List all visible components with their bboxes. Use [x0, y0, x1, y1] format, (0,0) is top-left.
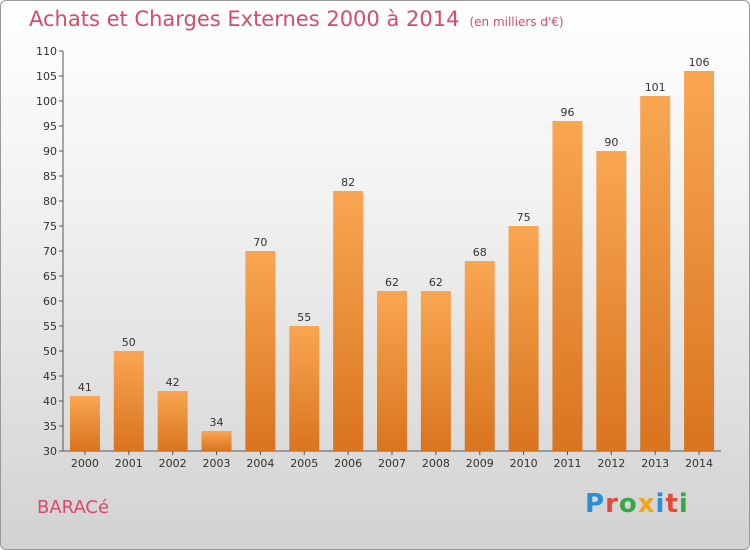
x-tick-label-2007: 2007	[378, 457, 406, 470]
data-label-2001: 50	[122, 336, 136, 349]
y-tick-label: 45	[43, 370, 57, 383]
x-tick-label-2008: 2008	[422, 457, 450, 470]
y-tick-label: 75	[43, 220, 57, 233]
bar-2005	[289, 326, 320, 451]
data-label-2011: 96	[560, 106, 574, 119]
bar-2013	[640, 96, 671, 451]
x-tick-label-2004: 2004	[246, 457, 274, 470]
bar-2007	[377, 291, 407, 451]
y-tick-label: 110	[36, 45, 57, 58]
bar-2003	[201, 431, 232, 451]
data-label-2004: 70	[253, 236, 267, 249]
x-tick-label-2003: 2003	[203, 457, 231, 470]
bar-2012	[596, 151, 627, 451]
bar-2002	[157, 391, 188, 451]
x-tick-label-2012: 2012	[597, 457, 625, 470]
bar-2011	[552, 121, 583, 451]
y-tick-label: 80	[43, 195, 57, 208]
data-label-2010: 75	[517, 211, 531, 224]
bar-2000	[69, 396, 100, 451]
y-tick-label: 35	[43, 420, 57, 433]
y-tick-label: 85	[43, 170, 57, 183]
y-tick-label: 70	[43, 245, 57, 258]
data-label-2012: 90	[604, 136, 618, 149]
bar-2010	[508, 226, 539, 451]
data-label-2014: 106	[689, 56, 710, 69]
x-tick-label-2005: 2005	[290, 457, 318, 470]
data-label-2007: 62	[385, 276, 399, 289]
data-label-2002: 42	[166, 376, 180, 389]
bar-2014	[684, 71, 715, 451]
bar-2004	[245, 251, 276, 451]
bar-2001	[113, 351, 144, 451]
y-tick-label: 95	[43, 120, 57, 133]
proxiti-logo[interactable]: Proxiti	[585, 489, 689, 519]
x-tick-label-2014: 2014	[685, 457, 713, 470]
y-tick-label: 30	[43, 445, 57, 458]
data-label-2008: 62	[429, 276, 443, 289]
chart-title-text: Achats et Charges Externes 2000 à 2014	[29, 7, 460, 31]
data-label-2013: 101	[645, 81, 666, 94]
x-tick-label-2000: 2000	[71, 457, 99, 470]
y-tick-label: 100	[36, 95, 57, 108]
data-label-2005: 55	[297, 311, 311, 324]
bar-2008	[420, 291, 451, 451]
y-tick-label: 90	[43, 145, 57, 158]
x-tick-label-2013: 2013	[641, 457, 669, 470]
x-tick-label-2001: 2001	[115, 457, 143, 470]
data-label-2006: 82	[341, 176, 355, 189]
x-tick-label-2011: 2011	[553, 457, 581, 470]
bar-2009	[464, 261, 495, 451]
x-tick-label-2010: 2010	[510, 457, 538, 470]
y-tick-label: 105	[36, 70, 57, 83]
data-label-2000: 41	[78, 381, 92, 394]
y-tick-label: 55	[43, 320, 57, 333]
y-tick-label: 50	[43, 345, 57, 358]
data-label-2003: 34	[210, 416, 224, 429]
y-tick-label: 40	[43, 395, 57, 408]
y-tick-label: 60	[43, 295, 57, 308]
x-tick-label-2002: 2002	[159, 457, 187, 470]
y-tick-label: 65	[43, 270, 57, 283]
chart-unit: (en milliers d'€)	[469, 15, 564, 29]
x-tick-label-2009: 2009	[466, 457, 494, 470]
data-label-2009: 68	[473, 246, 487, 259]
bar-2006	[333, 191, 364, 451]
chart-title: Achats et Charges Externes 2000 à 2014 (e…	[29, 7, 564, 31]
x-tick-label-2006: 2006	[334, 457, 362, 470]
city-name: BARACé	[37, 497, 110, 518]
